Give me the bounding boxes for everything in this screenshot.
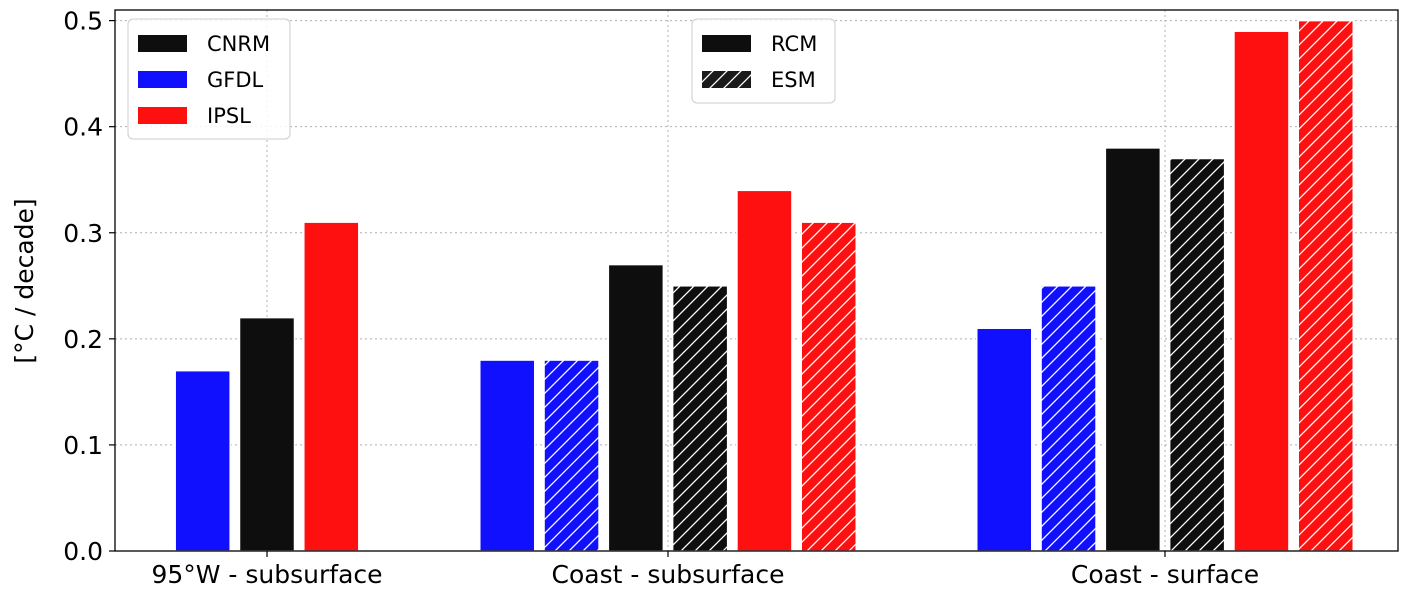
legend-swatch-esm-hatch — [702, 71, 751, 88]
legend-swatch-rcm — [702, 35, 751, 52]
bar-ipsl-rcm — [303, 221, 360, 552]
y-tick-label: 0.2 — [63, 325, 103, 354]
bar-ipsl-rcm — [1233, 30, 1290, 552]
legend-swatch-gfdl — [138, 71, 187, 88]
x-tick-label: Coast - surface — [1071, 560, 1259, 589]
legend-swatch-cnrm — [138, 35, 187, 52]
x-tick-label: 95°W - subsurface — [151, 560, 382, 589]
bar-gfdl-rcm — [976, 327, 1033, 552]
legend-types: RCM ESM — [691, 18, 836, 104]
y-tick-label: 0.0 — [63, 537, 103, 566]
bar-cnrm-rcm — [238, 316, 296, 552]
legend-swatch-ipsl — [138, 107, 187, 124]
x-tick-label: Coast - subsurface — [552, 560, 785, 589]
bar-cnrm-rcm — [607, 263, 665, 552]
bar-hatch-gfdl-esm — [544, 360, 600, 551]
y-tick-label: 0.1 — [63, 431, 103, 460]
bars — [174, 19, 1354, 552]
axis-ticks: 0.0 0.1 0.2 0.3 0.4 0.5 95°W - subsurface Coast… — [63, 7, 1259, 589]
legend-label-ipsl: IPSL — [207, 104, 251, 128]
y-tick-label: 0.3 — [63, 219, 103, 248]
legend-label-cnrm: CNRM — [207, 32, 270, 56]
legend-label-esm: ESM — [771, 68, 816, 92]
legend-label-rcm: RCM — [771, 32, 817, 56]
bar-hatch-cnrm-esm — [672, 285, 728, 551]
y-tick-label: 0.5 — [63, 7, 103, 36]
bar-hatch-ipsl-esm — [1298, 20, 1354, 551]
bar-ipsl-rcm — [736, 189, 793, 552]
bar-cnrm-rcm — [1104, 147, 1162, 552]
y-axis-label: [°C / decade] — [10, 198, 39, 363]
bar-hatch-gfdl-esm — [1041, 285, 1097, 551]
bar-hatch-cnrm-esm — [1169, 158, 1225, 551]
plot-frame — [114, 9, 1399, 552]
legend-models: CNRM GFDL IPSL — [127, 18, 291, 140]
bar-gfdl-rcm — [174, 369, 231, 552]
bar-hatch-ipsl-esm — [801, 222, 857, 551]
y-tick-label: 0.4 — [63, 113, 103, 142]
legend-label-gfdl: GFDL — [207, 68, 264, 92]
bar-gfdl-rcm — [479, 359, 536, 552]
